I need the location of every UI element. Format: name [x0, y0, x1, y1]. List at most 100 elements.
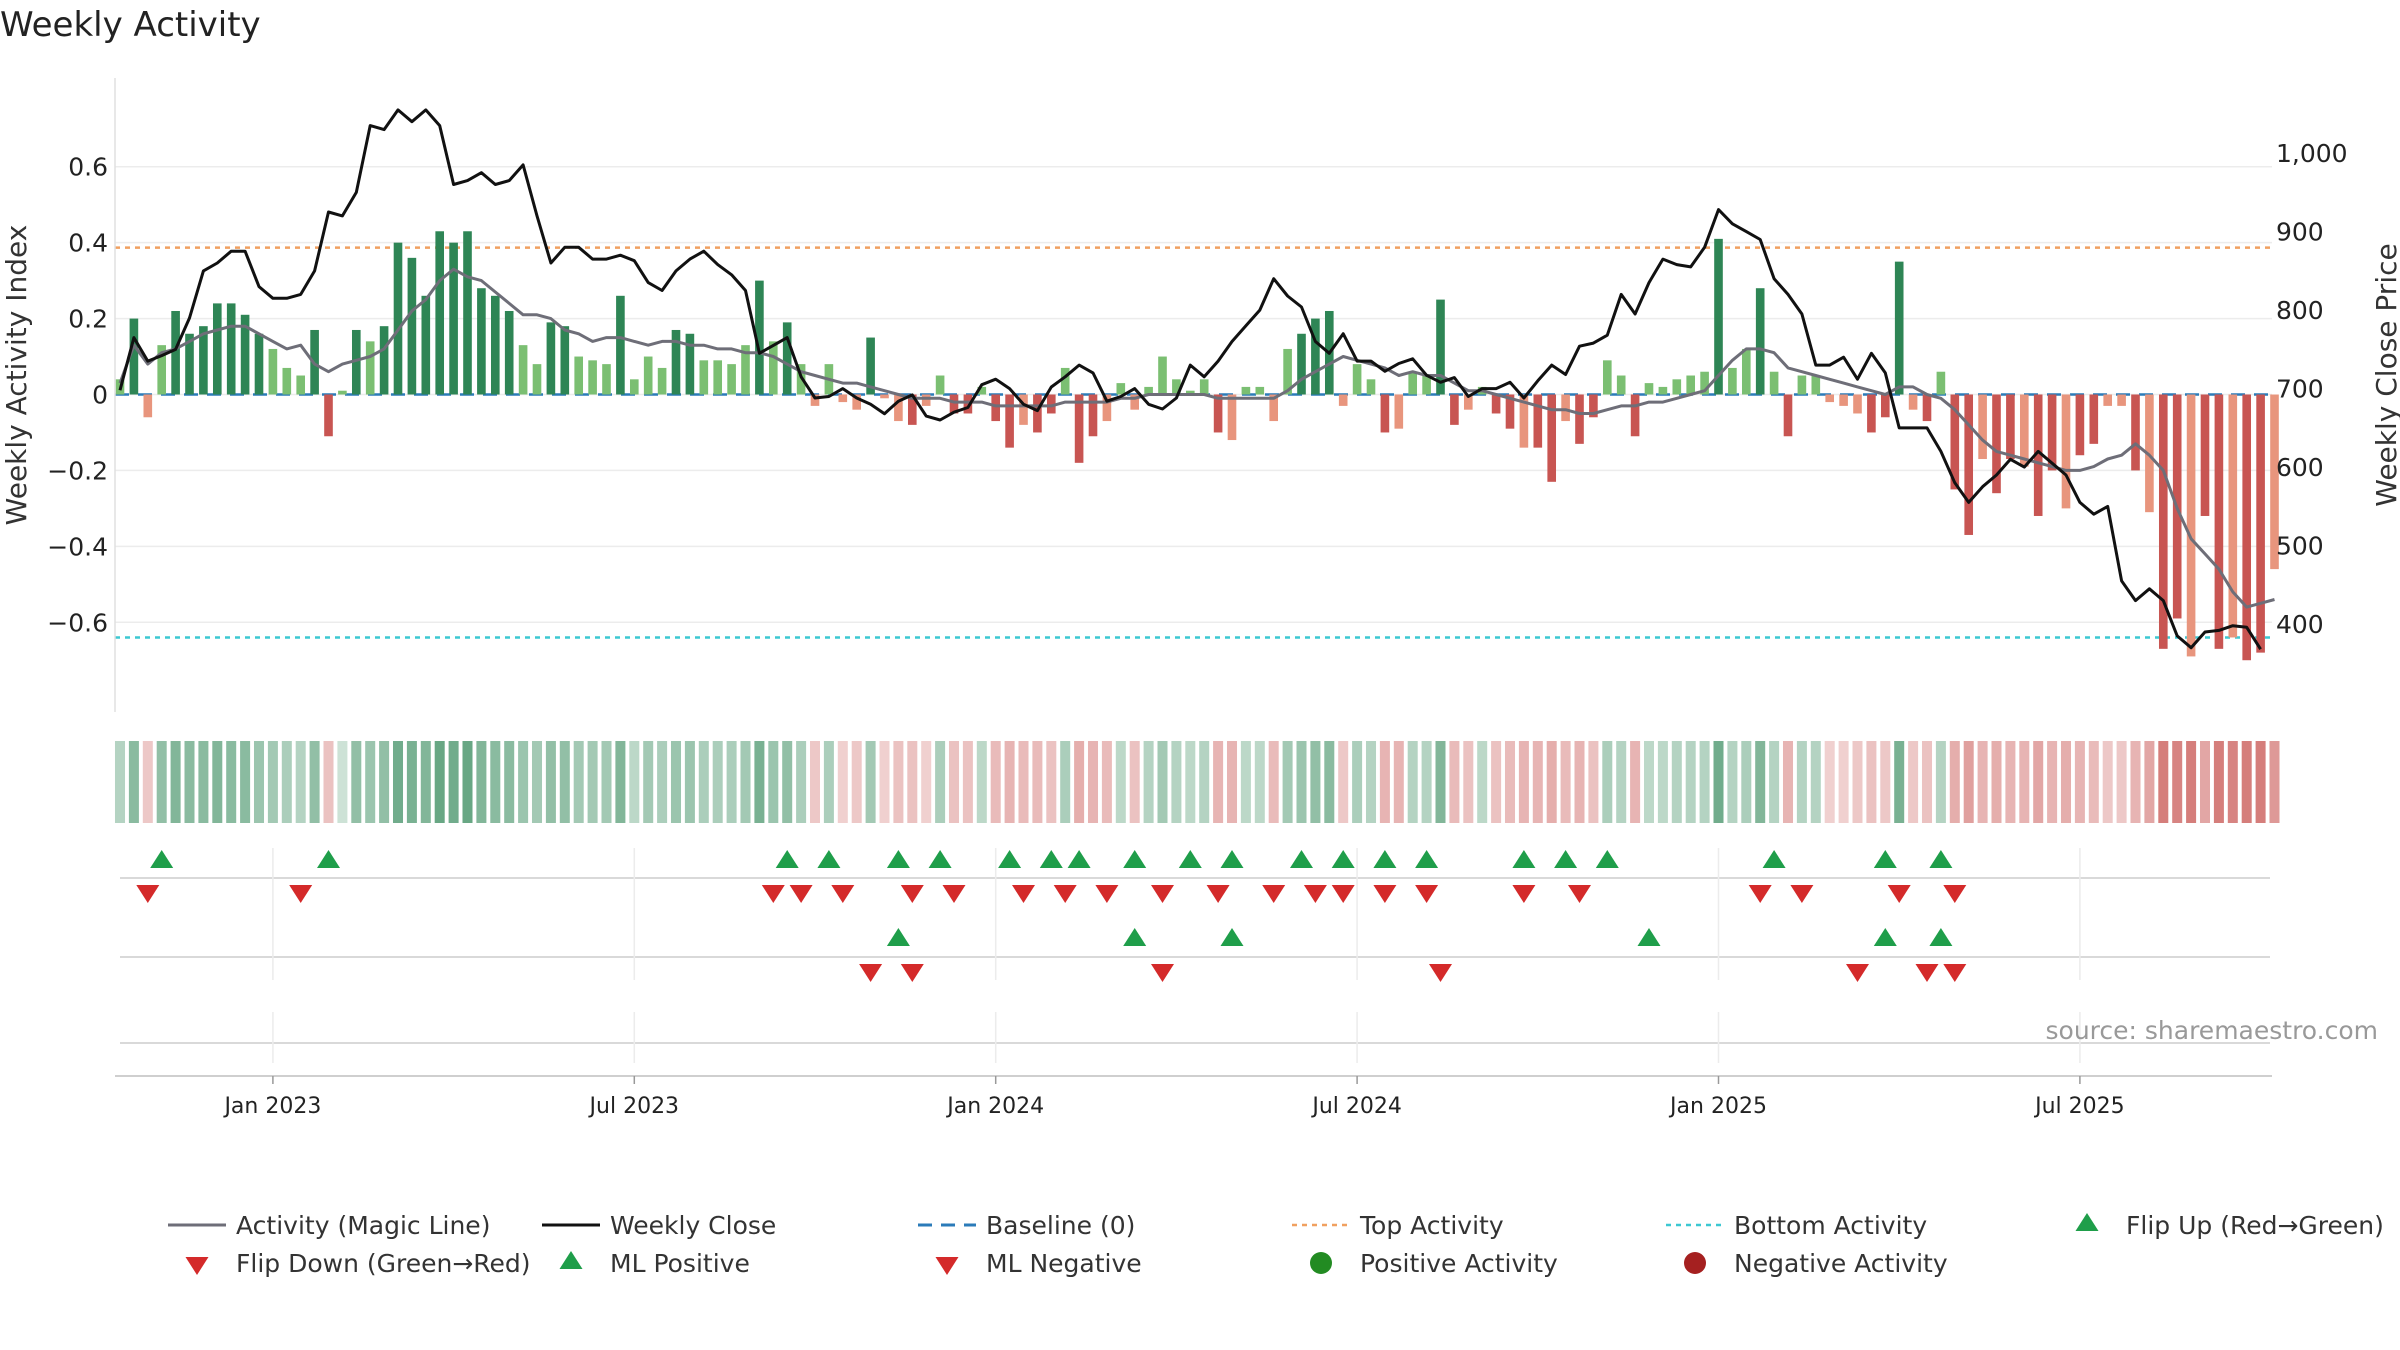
- flip-down-marker: [900, 885, 924, 903]
- flip-up-marker: [1178, 850, 1202, 868]
- y2-tick-label: 1,000: [2276, 139, 2348, 168]
- activity-strip-cell: [1324, 741, 1335, 823]
- flip-up-marker: [1373, 850, 1397, 868]
- activity-strip-cell: [1532, 741, 1543, 823]
- activity-strip-cell: [2199, 741, 2211, 823]
- activity-bar: [1533, 394, 1543, 448]
- activity-bar: [1922, 394, 1932, 422]
- activity-bar: [1728, 367, 1737, 395]
- legend-label: Flip Down (Green→Red): [236, 1249, 531, 1278]
- activity-bar: [1102, 394, 1112, 422]
- activity-bar: [643, 356, 653, 395]
- x-tick-label: Jul 2024: [1310, 1094, 1402, 1119]
- legend-positive-dot-icon: [1310, 1252, 1332, 1274]
- flip-up-marker: [1595, 850, 1619, 868]
- activity-strip-cell: [337, 741, 348, 823]
- activity-strip-cell: [1546, 741, 1557, 823]
- activity-strip-cell: [573, 741, 584, 823]
- activity-strip-cell: [212, 741, 223, 823]
- activity-strip-cell: [615, 741, 626, 823]
- activity-strip-cell: [2158, 741, 2169, 823]
- activity-bar: [574, 356, 584, 395]
- source-note: source: sharemaestro.com: [2046, 1016, 2379, 1045]
- activity-bar: [2103, 394, 2113, 406]
- activity-bar: [1714, 238, 1723, 395]
- activity-bar: [143, 394, 153, 418]
- activity-strip-cell: [712, 741, 723, 823]
- activity-strip-cell: [2186, 741, 2197, 823]
- activity-strip-cell: [1115, 741, 1126, 823]
- legend-label: ML Negative: [986, 1249, 1142, 1278]
- activity-bar: [2158, 394, 2168, 649]
- flip-up-marker: [1331, 850, 1355, 868]
- ml-negative-marker: [859, 964, 883, 982]
- activity-strip-cell: [323, 741, 334, 823]
- activity-strip-cell: [226, 741, 237, 823]
- activity-strip-cell: [1518, 741, 1529, 823]
- flip-down-marker: [1373, 885, 1397, 903]
- activity-strip-cell: [1074, 741, 1085, 823]
- flip-up-marker: [928, 850, 952, 868]
- activity-bar: [1839, 394, 1848, 406]
- ml-negative-marker: [1429, 964, 1452, 982]
- activity-bar: [477, 288, 486, 395]
- activity-bar: [421, 295, 431, 395]
- activity-bar: [1867, 394, 1876, 433]
- activity-strip-cell: [1379, 741, 1390, 823]
- activity-bar: [1853, 394, 1862, 414]
- flip-up-marker: [1929, 850, 1953, 868]
- activity-bar: [1950, 394, 1960, 490]
- activity-strip-cell: [601, 741, 612, 823]
- activity-bar: [1352, 364, 1362, 395]
- activity-strip-cell: [851, 741, 862, 823]
- activity-bar: [351, 329, 361, 395]
- activity-bar: [727, 364, 736, 395]
- activity-strip-cell: [156, 741, 167, 823]
- activity-bar: [171, 310, 180, 395]
- activity-bar: [1908, 394, 1918, 410]
- activity-bar: [254, 333, 264, 395]
- activity-strip-cell: [559, 741, 570, 823]
- activity-strip-cell: [379, 741, 390, 823]
- activity-strip-cell: [1921, 741, 1933, 823]
- activity-strip-cell: [823, 741, 834, 823]
- activity-bar: [838, 394, 848, 403]
- activity-strip-cell: [684, 741, 695, 823]
- activity-strip-cell: [2060, 741, 2072, 823]
- activity-strip-cell: [1240, 741, 1251, 823]
- activity-strip-cell: [1977, 741, 1988, 823]
- activity-strip-cell: [2116, 741, 2127, 823]
- activity-bar: [1338, 394, 1348, 406]
- activity-strip-cell: [448, 741, 459, 823]
- activity-heat-strip: [114, 741, 2280, 823]
- ml-negative-marker: [1915, 964, 1939, 982]
- activity-bar: [1463, 394, 1473, 410]
- legend-negative-dot-icon: [1684, 1252, 1706, 1274]
- flip-down-marker: [789, 885, 813, 903]
- flip-down-marker: [1415, 885, 1439, 903]
- flip-down-marker: [136, 885, 160, 903]
- activity-strip-cell: [893, 741, 904, 823]
- activity-bar: [1519, 394, 1529, 448]
- ml-positive-marker: [1873, 928, 1897, 946]
- activity-bar: [685, 333, 695, 395]
- activity-strip-cell: [1268, 741, 1279, 823]
- activity-bar: [1491, 394, 1501, 414]
- activity-strip-cell: [1880, 741, 1891, 823]
- ml-positive-marker: [1123, 928, 1147, 946]
- activity-bar: [935, 375, 945, 395]
- activity-strip-cell: [1449, 741, 1460, 823]
- activity-strip-cell: [1991, 741, 2002, 823]
- activity-bar: [1450, 394, 1459, 425]
- activity-strip-cell: [768, 741, 779, 823]
- y-tick-label: 0.4: [68, 229, 108, 258]
- legend-label: Baseline (0): [986, 1211, 1135, 1240]
- activity-bar: [657, 367, 667, 395]
- activity-bar: [2006, 394, 2015, 460]
- activity-strip-cell: [1574, 741, 1585, 823]
- activity-bar: [1088, 394, 1098, 437]
- activity-strip-cell: [1810, 741, 1821, 823]
- activity-bar: [1172, 379, 1181, 395]
- activity-bar: [1158, 356, 1167, 395]
- y-tick-label: 0.6: [68, 153, 108, 182]
